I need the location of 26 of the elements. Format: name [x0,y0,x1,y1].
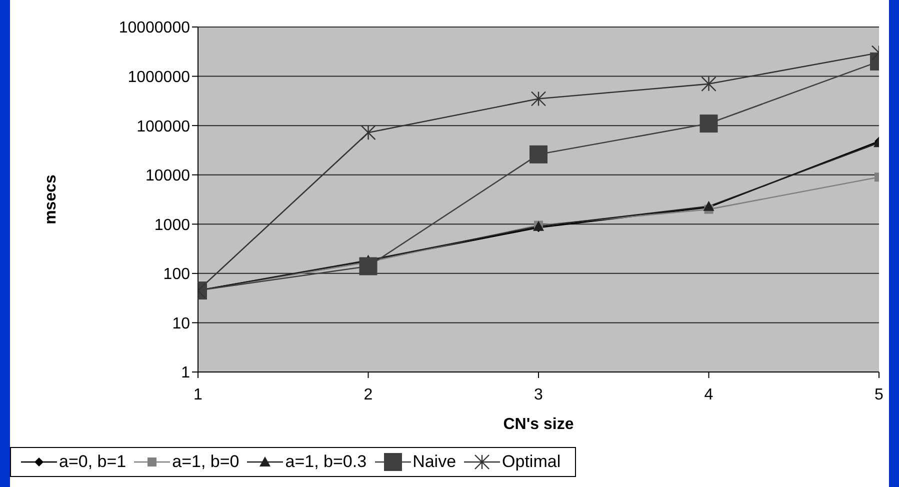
y-tick-label: 10000000 [118,20,190,37]
y-tick-label: 10 [172,315,190,332]
y-tick-label: 10000 [146,168,190,185]
legend-label: a=1, b=0 [172,452,240,472]
point [359,257,378,276]
y-axis-title: msecs [42,174,60,224]
y-tick-label: 1000000 [128,68,190,86]
legend-label: a=1, b=0.3 [285,452,367,472]
point [701,76,716,92]
x-tick-label: 2 [364,386,373,404]
point [530,145,548,164]
y-tick-label: 1 [181,364,190,382]
point [360,125,376,140]
y-tick-label: 1000 [154,216,190,234]
legend-label: a=0, b=1 [59,452,126,472]
legend-label: Optimal [502,452,561,472]
y-tick-label: 100000 [136,118,190,136]
x-tick-label: 5 [874,386,884,404]
x-tick-label: 3 [534,386,544,404]
y-tick-label: 100 [163,266,190,284]
legend-label: Naive [412,452,456,472]
x-tick-label: 4 [704,386,714,404]
x-tick-label: 1 [194,386,203,404]
x-axis-title: CN's size [503,416,574,433]
point [700,114,718,133]
point [530,91,546,106]
